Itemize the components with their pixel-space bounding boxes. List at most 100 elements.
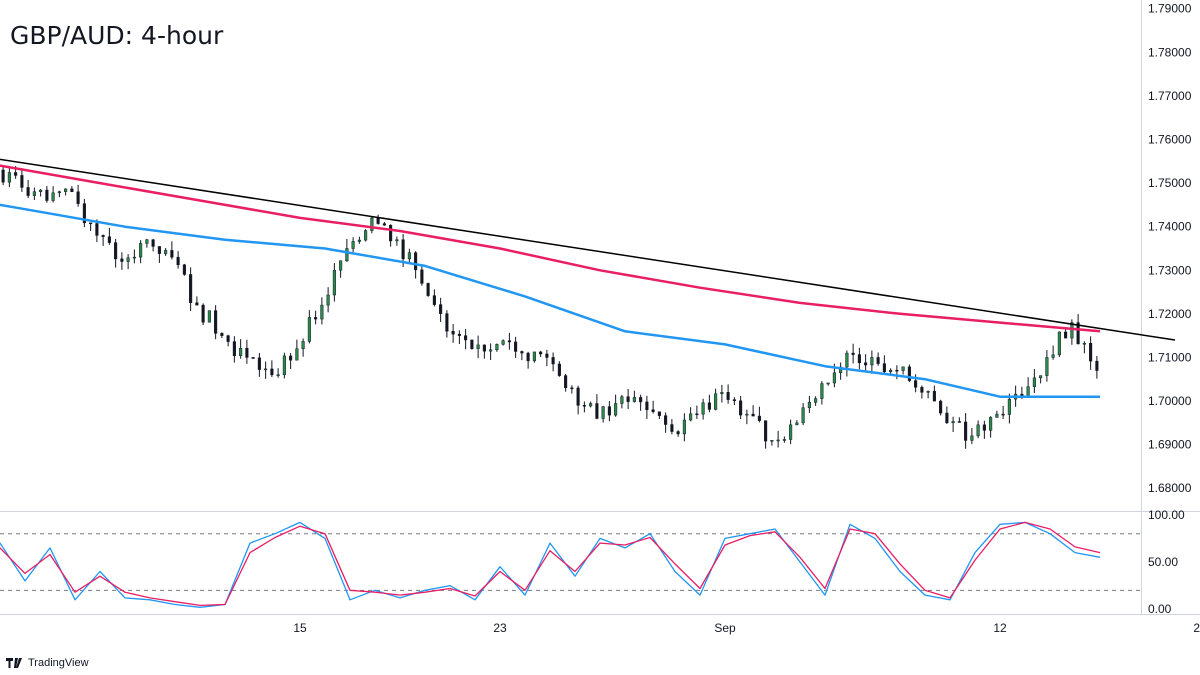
candle [114,238,118,268]
candle [51,186,55,203]
candle [432,289,436,307]
candle [376,214,380,225]
candle [126,254,130,270]
candle [626,388,630,409]
price-tick-label: 1.78000 [1148,45,1192,59]
candle [770,440,774,446]
candle [120,252,124,270]
candle [151,238,155,252]
candle [970,428,974,445]
price-tick-label: 1.73000 [1148,263,1192,277]
candle [789,419,793,445]
candle [982,420,986,439]
price-axis: 1.79000 1.78000 1.77000 1.76000 1.75000 1.740… [1148,2,1192,495]
candle [620,394,624,409]
candle [989,416,993,438]
oscillator-tick-label: 50.00 [1148,555,1178,569]
candle [532,351,536,363]
time-tick-label: 15 [293,621,307,635]
candle [757,406,761,423]
candle [276,368,280,378]
candle [164,248,168,256]
candle [1007,393,1011,424]
candle [426,282,430,297]
chart-title: GBP/AUD: 4-hour [10,21,224,50]
candle [782,436,786,443]
candle [451,324,455,343]
candle [295,339,299,361]
candle [857,347,861,370]
candle [307,310,311,344]
title-backdrop [4,10,196,50]
candle [145,238,149,248]
candle [1001,405,1005,420]
candle [132,249,136,264]
candle [720,384,724,403]
candle [701,398,705,420]
candle [232,336,236,363]
price-tick-label: 1.74000 [1148,220,1192,234]
indicator-lines-layer [0,158,1176,398]
candle [201,303,205,326]
candle [476,335,480,359]
candle [1089,336,1093,370]
candle [576,385,580,415]
candle [589,401,593,408]
price-tick-label: 1.70000 [1148,394,1192,408]
candle [820,381,824,405]
candle [1039,375,1043,384]
candle [482,344,486,359]
candle [1026,377,1030,397]
candle [814,396,818,406]
candle [539,350,543,357]
candle [239,339,243,359]
candle [407,248,411,264]
candle [157,246,161,263]
candle [1057,331,1061,357]
tradingview-brand[interactable]: TradingView [6,657,89,669]
candle [907,364,911,383]
candle [364,229,368,242]
moving-average-magenta [0,164,1101,333]
candle [139,240,143,264]
candle [301,338,305,357]
candle [520,350,524,361]
candle [564,373,568,392]
candle [895,365,899,380]
candle [901,366,905,375]
candle [920,385,924,399]
candle [607,401,611,422]
candle [551,352,555,372]
candle [282,352,286,379]
candle [945,406,949,424]
price-tick-label: 1.72000 [1148,307,1192,321]
trendline [0,158,1176,341]
oscillator-line-magenta [0,521,1101,607]
candle [601,405,605,423]
candle [101,234,105,246]
price-tick-label: 1.76000 [1148,132,1192,146]
candle [457,330,461,345]
candle [1095,355,1099,379]
time-tick-label: 23 [493,621,507,635]
candle [39,189,43,197]
candle [339,260,343,278]
tradingview-logo-icon [6,658,22,668]
candle [170,241,174,260]
candle [870,350,874,374]
candle [632,390,636,403]
time-axis: Jul1119Aug1523Sep1220Oct10 [293,621,1200,635]
candle [89,222,93,232]
candle [1032,368,1036,393]
price-tick-label: 1.75000 [1148,176,1192,190]
oscillator-lines-layer [0,521,1101,608]
candle [1045,350,1049,382]
oscillator-tick-label: 100.00 [1148,508,1185,522]
candle [464,328,468,350]
candle [507,332,511,350]
candle [57,190,61,198]
oscillator-axis: 100.00 50.00 0.00 [1148,508,1185,616]
candle [526,351,530,369]
candle [614,394,618,417]
